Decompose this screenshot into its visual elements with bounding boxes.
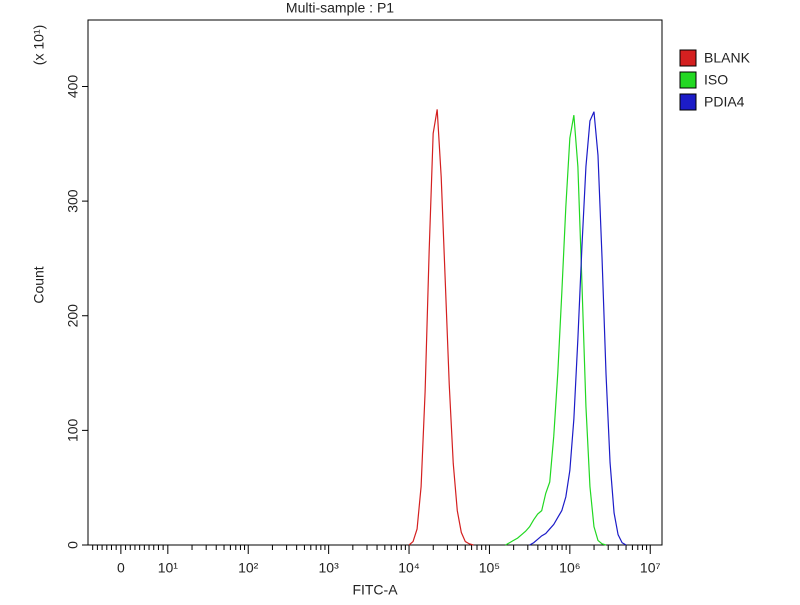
legend-label: ISO [704, 72, 728, 88]
x-tick-label: 10¹ [158, 560, 179, 576]
legend-swatch [679, 93, 697, 111]
y-tick-label: 300 [65, 189, 81, 213]
x-tick-label: 10² [238, 560, 259, 576]
x-tick-label: 10⁴ [398, 560, 420, 576]
legend-label: BLANK [704, 50, 751, 66]
x-tick-label: 10⁶ [559, 560, 580, 576]
legend-label: PDIA4 [704, 94, 745, 110]
chart-title: Multi-sample : P1 [286, 0, 394, 16]
x-tick-label: 10⁷ [640, 560, 661, 576]
x-tick-label: 10⁵ [479, 560, 500, 576]
x-tick-label: 10³ [319, 560, 340, 576]
y-tick-label: 0 [65, 541, 81, 549]
y-multiplier: (x 10¹) [31, 25, 47, 65]
plot-frame [87, 19, 663, 546]
y-tick-label: 400 [65, 75, 81, 99]
legend-swatch [679, 49, 697, 67]
histogram-line [529, 111, 627, 546]
x-tick-label: 0 [117, 560, 125, 576]
y-tick-label: 100 [65, 418, 81, 442]
legend-swatch [679, 71, 697, 89]
histogram-line [505, 115, 607, 546]
y-axis-label: Count [31, 266, 47, 303]
x-axis-label: FITC-A [352, 582, 398, 598]
y-tick-label: 200 [65, 304, 81, 328]
histogram-line [408, 109, 474, 546]
